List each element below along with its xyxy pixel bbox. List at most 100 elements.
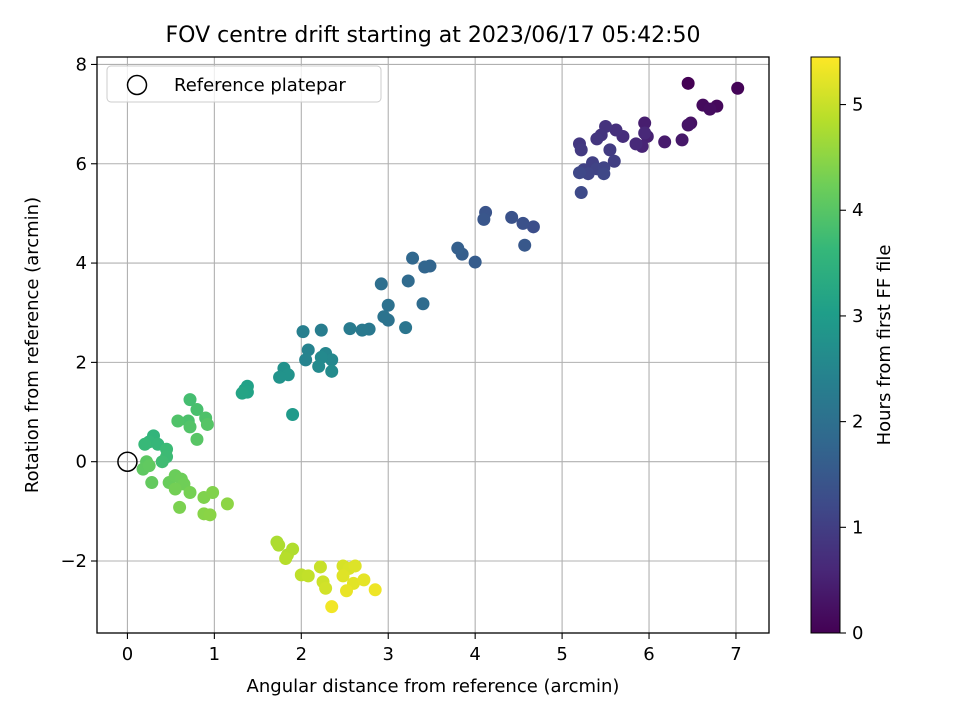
data-point bbox=[518, 238, 532, 252]
data-point bbox=[505, 210, 519, 224]
axes-frame bbox=[96, 56, 770, 634]
data-points bbox=[117, 76, 745, 614]
data-point bbox=[325, 600, 339, 614]
y-tick-label: 4 bbox=[76, 253, 87, 274]
data-point bbox=[377, 310, 391, 324]
y-tick-label: 2 bbox=[76, 352, 87, 373]
data-point bbox=[301, 343, 315, 357]
data-point bbox=[343, 322, 357, 336]
data-point bbox=[357, 573, 371, 587]
colorbar-ticks: 0 1 2 3 4 5 bbox=[840, 95, 863, 644]
data-point bbox=[203, 508, 217, 522]
x-tick-label: 1 bbox=[209, 644, 220, 665]
y-axis-ticks: −2 0 2 4 6 8 bbox=[60, 54, 97, 572]
colorbar-label: Hours from first FF file bbox=[874, 245, 895, 446]
data-point bbox=[272, 538, 286, 552]
data-point bbox=[340, 584, 354, 598]
data-point bbox=[681, 76, 695, 90]
y-tick-label: −2 bbox=[60, 551, 87, 572]
data-point bbox=[381, 298, 395, 312]
data-point bbox=[155, 455, 169, 469]
data-point bbox=[142, 459, 156, 473]
data-point bbox=[313, 560, 327, 574]
data-point bbox=[638, 116, 652, 130]
data-point bbox=[279, 552, 293, 566]
grid-lines bbox=[97, 57, 769, 633]
legend-marker-open-circle bbox=[126, 74, 148, 96]
x-axis-label: Angular distance from reference (arcmin) bbox=[247, 676, 620, 697]
data-point bbox=[183, 420, 197, 434]
legend: Reference platepar bbox=[106, 65, 382, 103]
colorbar-tick-label: 2 bbox=[852, 412, 863, 433]
data-point bbox=[572, 166, 586, 180]
data-point bbox=[200, 417, 214, 431]
data-point bbox=[516, 216, 530, 230]
data-point bbox=[314, 323, 328, 337]
colorbar bbox=[810, 56, 841, 634]
data-point bbox=[368, 583, 382, 597]
data-point bbox=[609, 123, 623, 137]
x-tick-label: 5 bbox=[556, 644, 567, 665]
data-point bbox=[319, 581, 333, 595]
data-point bbox=[681, 118, 695, 132]
reference-platepar-marker bbox=[117, 451, 138, 472]
colorbar-tick-label: 5 bbox=[852, 95, 863, 116]
x-tick-label: 0 bbox=[122, 644, 133, 665]
data-point bbox=[416, 297, 430, 311]
data-point bbox=[406, 251, 420, 265]
data-point bbox=[138, 437, 152, 451]
data-point bbox=[325, 364, 339, 378]
x-tick-label: 4 bbox=[469, 644, 480, 665]
data-point bbox=[658, 135, 672, 149]
x-tick-label: 7 bbox=[730, 644, 741, 665]
data-point bbox=[273, 370, 287, 384]
data-point bbox=[286, 408, 300, 422]
data-point bbox=[312, 359, 326, 373]
data-point bbox=[206, 485, 220, 499]
data-point bbox=[590, 132, 604, 146]
chart-title: FOV centre drift starting at 2023/06/17 … bbox=[166, 23, 701, 48]
data-point bbox=[190, 403, 204, 417]
data-point bbox=[374, 277, 388, 291]
data-point bbox=[168, 482, 182, 496]
data-point bbox=[235, 386, 249, 400]
y-axis-label: Rotation from reference (arcmin) bbox=[22, 197, 43, 493]
data-point bbox=[220, 497, 234, 511]
data-point bbox=[603, 143, 617, 157]
y-tick-label: 0 bbox=[76, 452, 87, 473]
data-point bbox=[296, 325, 310, 339]
data-point bbox=[173, 500, 187, 514]
data-point bbox=[607, 154, 621, 168]
x-tick-label: 2 bbox=[296, 644, 307, 665]
x-tick-label: 6 bbox=[643, 644, 654, 665]
data-point bbox=[399, 321, 413, 335]
data-point bbox=[638, 126, 652, 140]
data-point bbox=[299, 353, 313, 367]
data-point bbox=[574, 143, 588, 157]
data-point bbox=[301, 569, 315, 583]
data-point bbox=[348, 559, 362, 573]
data-point bbox=[574, 186, 588, 200]
data-point bbox=[336, 569, 350, 583]
data-point bbox=[731, 81, 745, 95]
data-point bbox=[183, 393, 197, 407]
colorbar-tick-label: 1 bbox=[852, 517, 863, 538]
colorbar-tick-label: 3 bbox=[852, 306, 863, 327]
y-tick-label: 6 bbox=[76, 154, 87, 175]
data-point bbox=[675, 133, 689, 147]
data-point bbox=[418, 260, 432, 274]
data-point bbox=[597, 167, 611, 181]
data-point bbox=[526, 220, 540, 234]
data-point bbox=[629, 137, 643, 151]
data-point bbox=[703, 102, 717, 116]
colorbar-tick-label: 4 bbox=[852, 200, 863, 221]
data-point bbox=[171, 414, 185, 428]
data-point bbox=[477, 212, 491, 226]
data-point bbox=[451, 241, 465, 255]
data-point bbox=[325, 353, 339, 367]
data-point bbox=[190, 432, 204, 446]
data-point bbox=[183, 485, 197, 499]
x-tick-label: 3 bbox=[383, 644, 394, 665]
